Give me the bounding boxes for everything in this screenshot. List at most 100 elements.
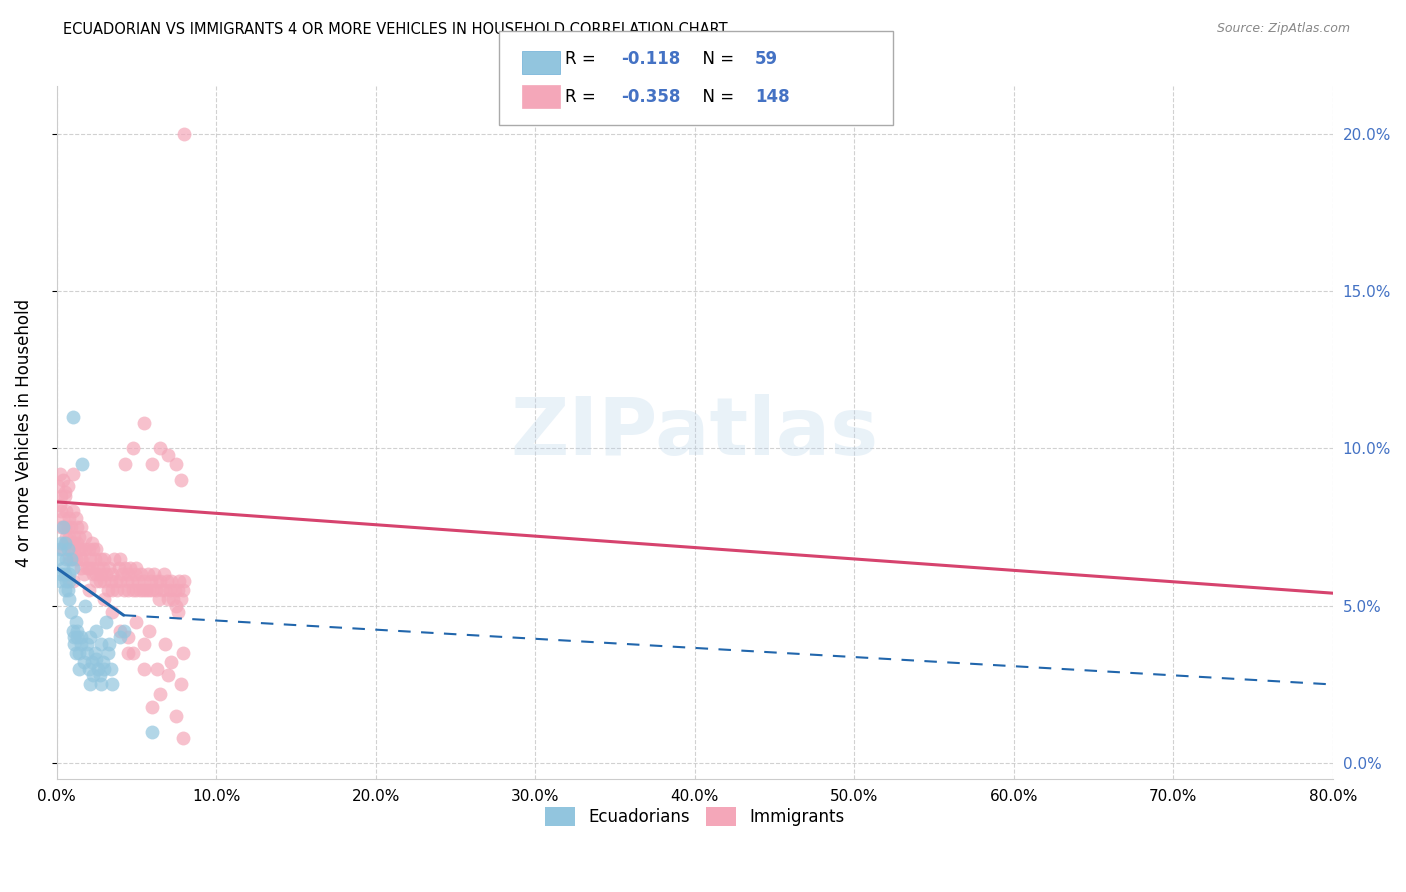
Point: [112, 624, 135, 638]
Point: [118, 561, 141, 575]
Point: [49, 574, 72, 588]
Point: [76, 646, 98, 660]
Point: [86, 567, 108, 582]
Point: [58, 551, 80, 566]
Point: [86, 652, 108, 666]
Point: [66, 624, 89, 638]
Point: [53, 485, 76, 500]
Point: [146, 574, 169, 588]
Text: R =: R =: [565, 87, 602, 105]
Point: [66, 520, 89, 534]
Point: [124, 567, 146, 582]
Point: [77, 662, 100, 676]
Point: [93, 551, 115, 566]
Point: [134, 574, 156, 588]
Point: [153, 582, 176, 597]
Point: [165, 599, 187, 613]
Point: [70, 551, 93, 566]
Point: [117, 567, 139, 582]
Text: 59: 59: [755, 51, 778, 69]
Point: [173, 127, 195, 141]
Point: [141, 724, 163, 739]
Point: [77, 542, 100, 557]
Point: [82, 668, 104, 682]
Point: [156, 574, 179, 588]
Text: ZIPatlas: ZIPatlas: [510, 393, 879, 472]
Point: [69, 630, 91, 644]
Point: [56, 479, 79, 493]
Point: [165, 709, 187, 723]
Point: [114, 561, 136, 575]
Point: [87, 561, 110, 575]
Point: [117, 582, 139, 597]
Point: [162, 592, 184, 607]
Point: [146, 662, 169, 676]
Point: [65, 646, 87, 660]
Point: [101, 567, 124, 582]
Point: [112, 582, 135, 597]
Point: [59, 551, 82, 566]
Point: [62, 504, 84, 518]
Point: [101, 582, 124, 597]
Point: [58, 529, 80, 543]
Point: [69, 636, 91, 650]
Point: [75, 599, 97, 613]
Point: [172, 731, 194, 745]
Point: [125, 615, 148, 629]
Point: [51, 520, 73, 534]
Point: [108, 561, 131, 575]
Point: [59, 520, 82, 534]
Point: [53, 520, 76, 534]
Point: [69, 542, 91, 557]
Point: [53, 536, 76, 550]
Point: [76, 561, 98, 575]
Point: [149, 687, 172, 701]
Point: [165, 457, 187, 471]
Point: [111, 567, 134, 582]
Point: [46, 479, 69, 493]
Point: [170, 677, 193, 691]
Point: [103, 551, 125, 566]
Point: [105, 582, 128, 597]
Point: [135, 582, 157, 597]
Point: [163, 582, 186, 597]
Point: [117, 630, 139, 644]
Point: [117, 646, 139, 660]
Point: [58, 592, 80, 607]
Point: [149, 574, 172, 588]
Point: [55, 529, 77, 543]
Point: [86, 542, 108, 557]
Point: [125, 561, 148, 575]
Point: [138, 582, 160, 597]
Point: [70, 457, 93, 471]
Point: [169, 574, 191, 588]
Point: [55, 551, 77, 566]
Point: [100, 662, 122, 676]
Point: [62, 551, 84, 566]
Text: N =: N =: [692, 87, 740, 105]
Point: [125, 582, 148, 597]
Point: [139, 574, 162, 588]
Point: [82, 567, 104, 582]
Point: [104, 574, 127, 588]
Point: [67, 529, 90, 543]
Point: [62, 574, 84, 588]
Point: [134, 416, 156, 430]
Point: [172, 646, 194, 660]
Point: [49, 498, 72, 512]
Text: N =: N =: [692, 51, 744, 69]
Point: [89, 668, 111, 682]
Point: [166, 605, 188, 619]
Point: [79, 551, 101, 566]
Point: [149, 442, 172, 456]
Point: [160, 656, 183, 670]
Point: [49, 467, 72, 481]
Point: [59, 605, 82, 619]
Point: [79, 677, 101, 691]
Point: [142, 567, 165, 582]
Point: [75, 542, 97, 557]
Point: [58, 510, 80, 524]
Point: [90, 677, 112, 691]
Point: [134, 662, 156, 676]
Point: [80, 561, 103, 575]
